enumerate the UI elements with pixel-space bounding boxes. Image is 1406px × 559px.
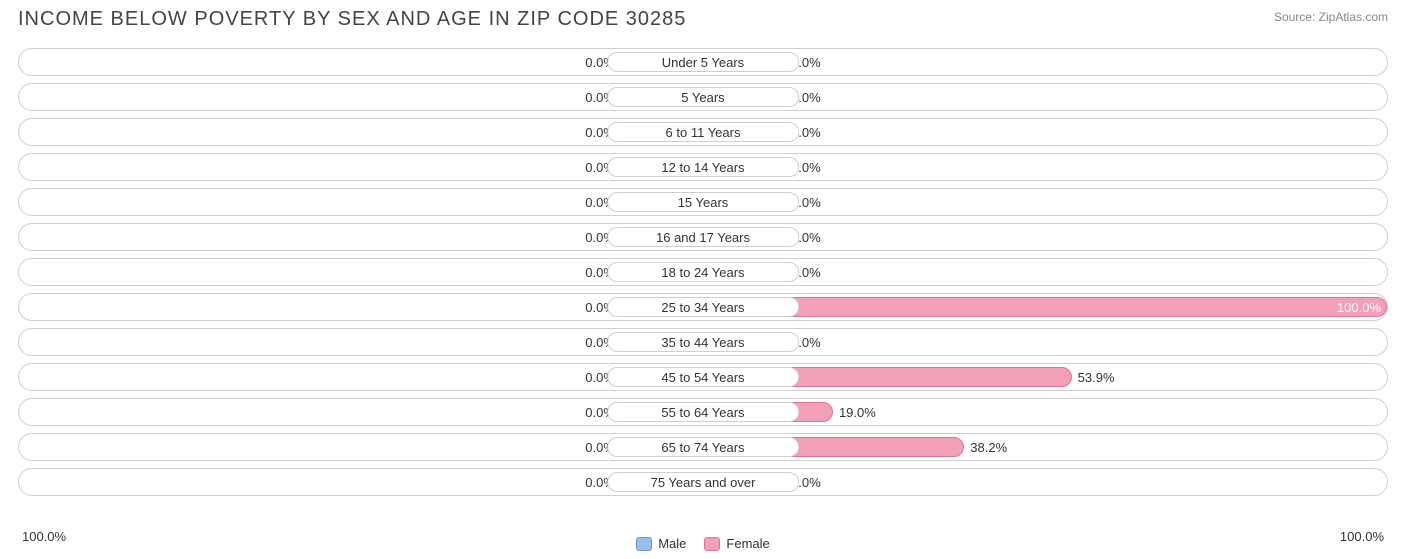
chart-row: 0.0%19.0%55 to 64 Years: [18, 398, 1388, 426]
category-label: 12 to 14 Years: [607, 157, 799, 177]
chart-row: 0.0%0.0%5 Years: [18, 83, 1388, 111]
chart-row: 0.0%0.0%6 to 11 Years: [18, 118, 1388, 146]
category-label: 65 to 74 Years: [607, 437, 799, 457]
chart-row: 0.0%53.9%45 to 54 Years: [18, 363, 1388, 391]
chart-row: 0.0%0.0%16 and 17 Years: [18, 223, 1388, 251]
chart-row: 0.0%38.2%65 to 74 Years: [18, 433, 1388, 461]
chart-row: 0.0%0.0%15 Years: [18, 188, 1388, 216]
category-label: 35 to 44 Years: [607, 332, 799, 352]
legend: Male Female: [0, 536, 1406, 551]
category-label: 55 to 64 Years: [607, 402, 799, 422]
female-swatch: [704, 537, 720, 551]
male-swatch: [636, 537, 652, 551]
chart-area: 0.0%0.0%Under 5 Years 0.0%0.0%5 Years 0.0%…: [18, 48, 1388, 508]
chart-row: 0.0%0.0%12 to 14 Years: [18, 153, 1388, 181]
category-label: 15 Years: [607, 192, 799, 212]
legend-female-label: Female: [726, 536, 769, 551]
category-label: 45 to 54 Years: [607, 367, 799, 387]
category-label: 18 to 24 Years: [607, 262, 799, 282]
category-label: 6 to 11 Years: [607, 122, 799, 142]
female-value: 100.0%: [1337, 294, 1381, 320]
female-value: 38.2%: [970, 434, 1007, 460]
chart-title: INCOME BELOW POVERTY BY SEX AND AGE IN Z…: [0, 0, 1406, 31]
category-label: 25 to 34 Years: [607, 297, 799, 317]
chart-row: 0.0%0.0%35 to 44 Years: [18, 328, 1388, 356]
legend-female: Female: [704, 536, 769, 551]
category-label: 5 Years: [607, 87, 799, 107]
female-bar: [703, 297, 1387, 317]
chart-row: 0.0%100.0%25 to 34 Years: [18, 293, 1388, 321]
category-label: 75 Years and over: [607, 472, 799, 492]
category-label: 16 and 17 Years: [607, 227, 799, 247]
chart-row: 0.0%0.0%18 to 24 Years: [18, 258, 1388, 286]
chart-row: 0.0%0.0%Under 5 Years: [18, 48, 1388, 76]
source-label: Source: ZipAtlas.com: [1274, 10, 1388, 24]
legend-male-label: Male: [658, 536, 686, 551]
legend-male: Male: [636, 536, 686, 551]
category-label: Under 5 Years: [607, 52, 799, 72]
female-value: 19.0%: [839, 399, 876, 425]
female-value: 53.9%: [1078, 364, 1115, 390]
chart-row: 0.0%0.0%75 Years and over: [18, 468, 1388, 496]
